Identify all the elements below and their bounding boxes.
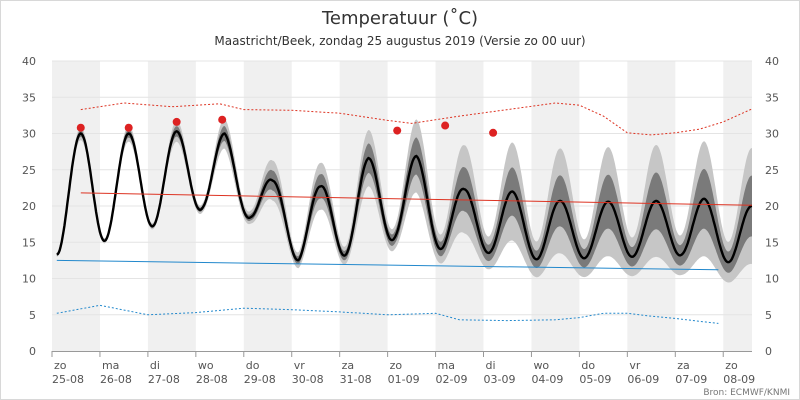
y-tick-label-left: 20 bbox=[22, 200, 36, 213]
y-tick-label-right: 10 bbox=[765, 273, 779, 286]
y-tick-label-right: 35 bbox=[765, 91, 779, 104]
chart-subtitle: Maastricht/Beek, zondag 25 augustus 2019… bbox=[214, 34, 585, 48]
y-tick-label-left: 35 bbox=[22, 91, 36, 104]
x-tick-date: 26-08 bbox=[100, 373, 132, 386]
y-axis-left-labels: 0 5 10 15 20 25 30 35 40 bbox=[22, 55, 36, 358]
record-line bbox=[80, 102, 753, 136]
series-lines bbox=[56, 102, 753, 324]
record-line bbox=[56, 304, 719, 324]
x-tick-day: do bbox=[581, 359, 595, 372]
x-tick-date: 27-08 bbox=[148, 373, 180, 386]
x-tick-day: zo bbox=[54, 359, 67, 372]
x-tick-date: 06-09 bbox=[627, 373, 659, 386]
y-axis-right-labels: 0 5 10 15 20 25 30 35 40 bbox=[765, 55, 779, 358]
observation-point bbox=[441, 121, 450, 130]
x-tick-date: 08-09 bbox=[723, 373, 755, 386]
observation-points bbox=[76, 115, 498, 137]
y-tick-label-left: 40 bbox=[22, 55, 36, 68]
observation-point bbox=[218, 115, 227, 124]
y-tick-label-left: 30 bbox=[22, 128, 36, 141]
x-tick-date: 29-08 bbox=[244, 373, 276, 386]
y-tick-label-right: 25 bbox=[765, 164, 779, 177]
y-tick-label-right: 15 bbox=[765, 236, 779, 249]
x-tick-date: 03-09 bbox=[484, 373, 516, 386]
normal-line bbox=[80, 192, 753, 206]
x-tick-date: 31-08 bbox=[340, 373, 372, 386]
y-tick-label-left: 5 bbox=[29, 309, 36, 322]
x-tick-day: wo bbox=[533, 359, 549, 372]
x-tick-day: za bbox=[677, 359, 690, 372]
observation-point bbox=[172, 117, 181, 126]
x-tick-day: zo bbox=[390, 359, 403, 372]
source-credit: Bron: ECMWF/KNMI bbox=[703, 388, 790, 398]
x-axis-labels: zo25-08ma26-08di27-08wo28-08do29-08vr30-… bbox=[52, 359, 755, 386]
x-tick-day: za bbox=[342, 359, 355, 372]
observation-point bbox=[489, 128, 498, 137]
y-tick-label-left: 10 bbox=[22, 273, 36, 286]
y-tick-label-right: 0 bbox=[765, 345, 772, 358]
x-tick-date: 28-08 bbox=[196, 373, 228, 386]
y-tick-label-left: 25 bbox=[22, 164, 36, 177]
observation-point bbox=[124, 123, 133, 132]
y-tick-label-right: 20 bbox=[765, 200, 779, 213]
normal-line bbox=[56, 259, 719, 271]
chart-title: Temperatuur (˚C) bbox=[321, 8, 478, 29]
y-tick-label-left: 15 bbox=[22, 236, 36, 249]
x-tick-day: zo bbox=[725, 359, 738, 372]
x-tick-date: 02-09 bbox=[436, 373, 468, 386]
x-tick-day: ma bbox=[102, 359, 119, 372]
x-tick-day: do bbox=[246, 359, 260, 372]
y-tick-label-right: 5 bbox=[765, 309, 772, 322]
x-tick-day: di bbox=[150, 359, 160, 372]
x-tick-date: 07-09 bbox=[675, 373, 707, 386]
x-tick-day: vr bbox=[294, 359, 306, 372]
x-tick-day: vr bbox=[629, 359, 641, 372]
observation-point bbox=[393, 126, 402, 135]
x-tick-date: 04-09 bbox=[531, 373, 563, 386]
y-tick-label-right: 30 bbox=[765, 128, 779, 141]
x-tick-day: di bbox=[486, 359, 496, 372]
x-tick-day: wo bbox=[198, 359, 214, 372]
axes bbox=[51, 351, 752, 357]
x-tick-date: 01-09 bbox=[388, 373, 420, 386]
x-tick-date: 25-08 bbox=[52, 373, 84, 386]
y-tick-label-left: 0 bbox=[29, 345, 36, 358]
x-tick-date: 30-08 bbox=[292, 373, 324, 386]
x-tick-date: 05-09 bbox=[579, 373, 611, 386]
x-tick-day: ma bbox=[438, 359, 455, 372]
observation-point bbox=[76, 123, 85, 132]
y-tick-label-right: 40 bbox=[765, 55, 779, 68]
